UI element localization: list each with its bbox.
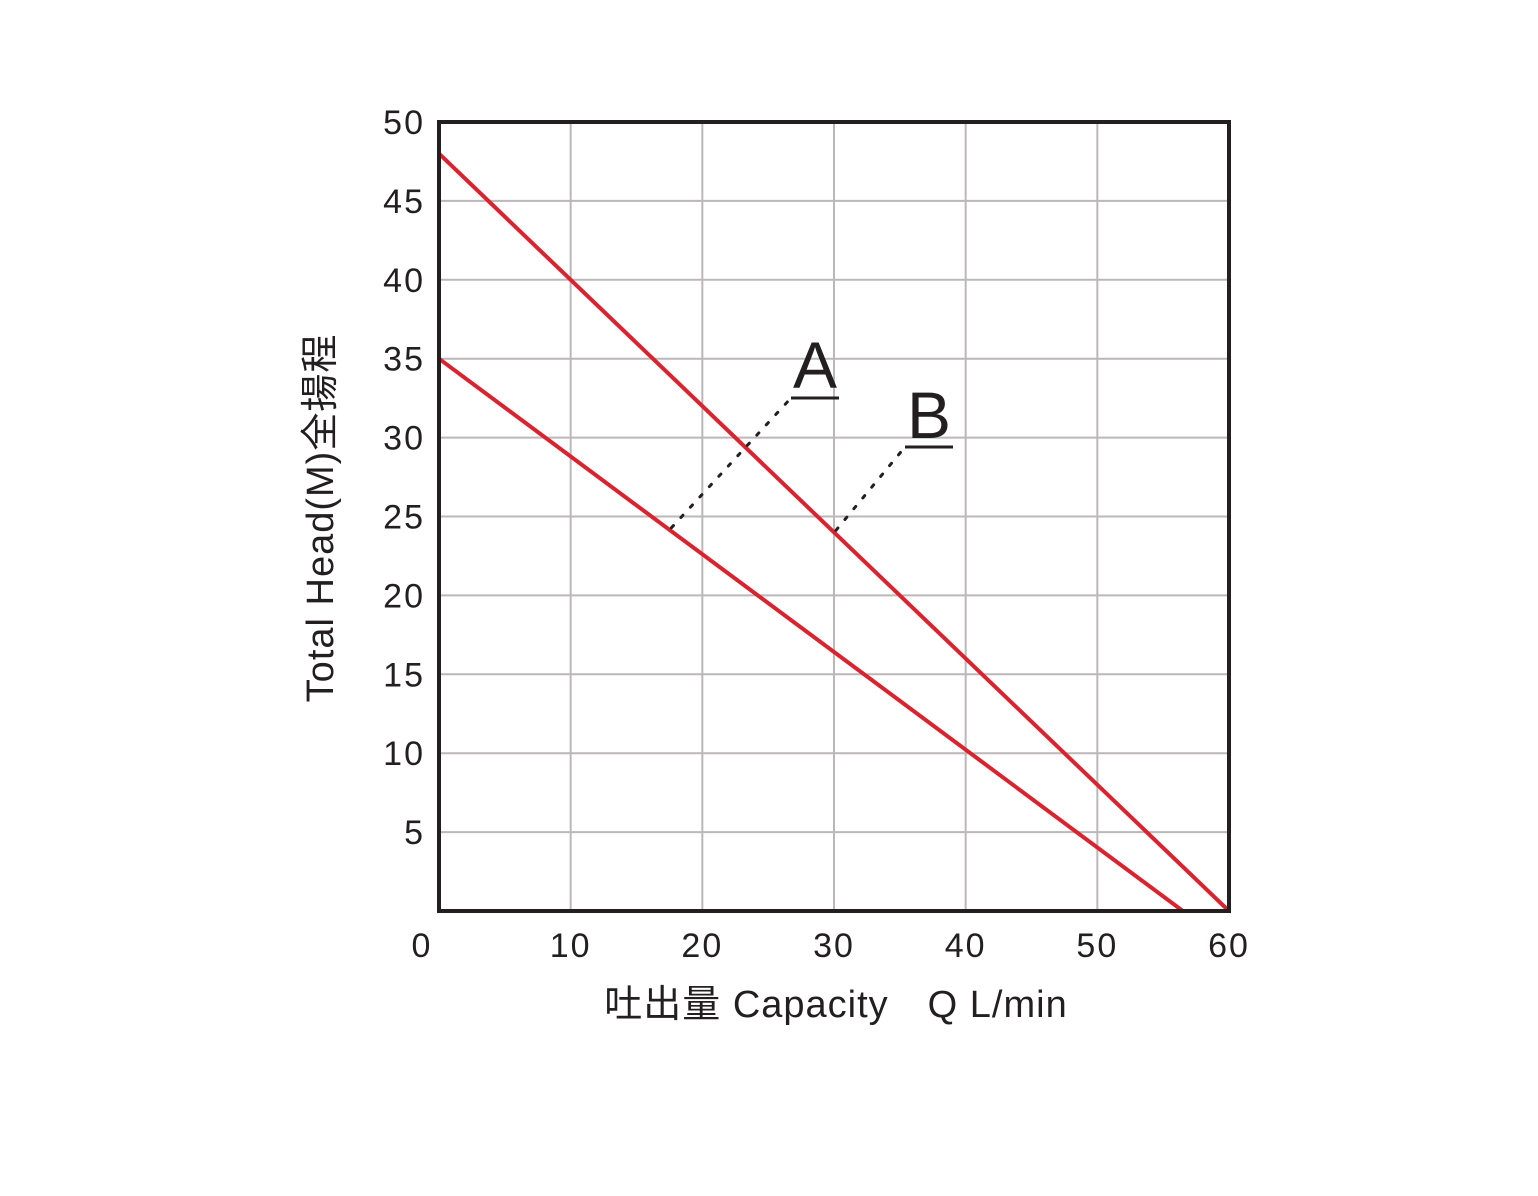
curve-a (437, 152, 1231, 913)
x-tick-label: 40 (945, 927, 987, 965)
x-tick-label: 30 (813, 927, 855, 965)
y-tick-label: 20 (383, 577, 425, 615)
y-tick-label: 5 (404, 814, 425, 852)
curve-b (437, 357, 1185, 913)
curve-label-a: A (793, 328, 837, 402)
leader-line-b (834, 445, 907, 532)
grid-layer (439, 122, 1229, 911)
tick-layer: 0 10 20 30 40 50 60 5 10 15 20 25 30 35 40 45 50 (383, 104, 1250, 965)
y-tick-label: 25 (383, 499, 425, 537)
x-tick-label: 0 (412, 927, 433, 965)
curve-label-b: B (907, 378, 951, 452)
y-tick-label: 10 (383, 735, 425, 773)
y-tick-label: 15 (383, 656, 425, 694)
y-tick-label: 50 (383, 104, 425, 142)
curve-layer (437, 152, 1231, 913)
y-axis-title: Total Head(M)全揚程 (300, 334, 342, 703)
leader-line-a (669, 396, 793, 530)
y-tick-label: 35 (383, 341, 425, 379)
x-axis-title: 吐出量 Capacity Q L/min (604, 984, 1067, 1026)
frame-layer (437, 120, 1231, 913)
y-tick-label: 45 (383, 183, 425, 221)
plot-frame (437, 120, 1231, 913)
y-tick-label: 40 (383, 262, 425, 300)
x-tick-label: 10 (550, 927, 592, 965)
annotation-layer: AB (669, 328, 953, 532)
x-tick-label: 20 (681, 927, 723, 965)
x-tick-label: 50 (1076, 927, 1118, 965)
y-tick-label: 30 (383, 420, 425, 458)
x-tick-label: 60 (1208, 927, 1250, 965)
